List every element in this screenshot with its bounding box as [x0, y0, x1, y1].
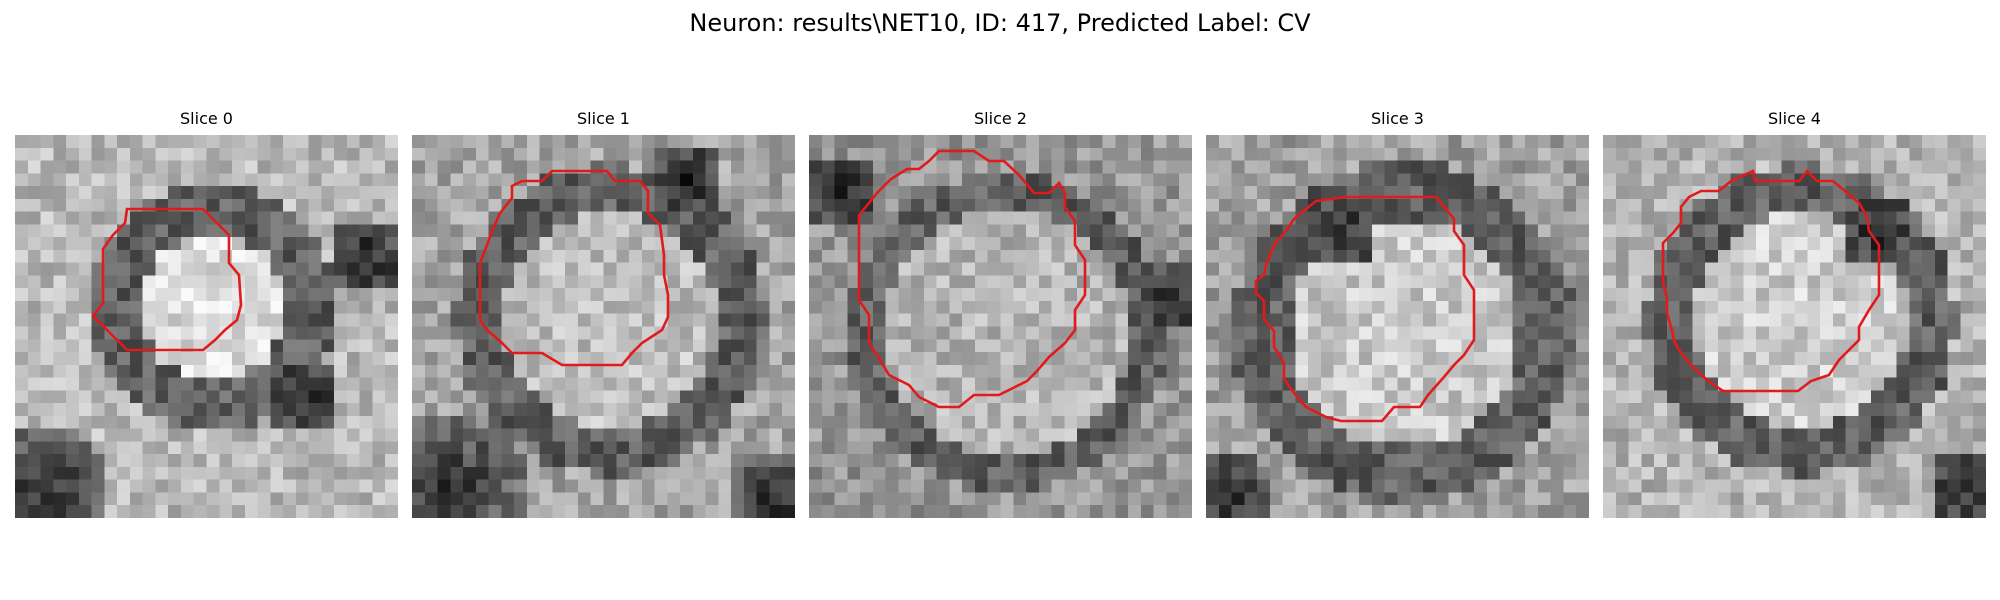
- slice-panel-3: Slice 3: [1206, 108, 1589, 518]
- slice-panel-4: Slice 4: [1603, 108, 1986, 518]
- roi-contour-2: [857, 149, 1087, 409]
- slice-image-1: [412, 135, 795, 518]
- slice-image-0: [15, 135, 398, 518]
- slice-panel-2: Slice 2: [809, 108, 1192, 518]
- slice-image-2: [809, 135, 1192, 518]
- slice-overlay-1: [478, 169, 670, 367]
- roi-contour-0: [91, 207, 243, 352]
- roi-contour-1: [478, 169, 670, 367]
- slice-panel-1: Slice 1: [412, 108, 795, 518]
- figure-title: Neuron: results\NET10, ID: 417, Predicte…: [689, 9, 1311, 37]
- slice-title-1: Slice 1: [577, 109, 630, 128]
- slice-overlay-4: [1661, 169, 1881, 393]
- slice-overlay-0: [91, 207, 243, 352]
- slice-title-2: Slice 2: [974, 109, 1027, 128]
- slice-panel-0: Slice 0: [15, 108, 398, 518]
- roi-contour-3: [1254, 195, 1476, 423]
- slice-title-3: Slice 3: [1371, 109, 1424, 128]
- slice-overlay-3: [1254, 195, 1476, 423]
- slice-title-0: Slice 0: [180, 109, 233, 128]
- roi-contour-4: [1661, 169, 1881, 393]
- slice-title-4: Slice 4: [1768, 109, 1821, 128]
- slice-overlay-2: [857, 149, 1087, 409]
- slice-image-4: [1603, 135, 1986, 518]
